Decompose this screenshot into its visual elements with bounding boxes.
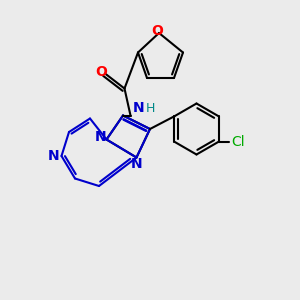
Text: N: N xyxy=(95,130,106,143)
Text: N: N xyxy=(131,157,142,170)
Text: N: N xyxy=(48,149,60,163)
Text: H: H xyxy=(145,102,155,116)
Text: O: O xyxy=(95,65,107,79)
Text: Cl: Cl xyxy=(231,135,245,149)
Text: O: O xyxy=(152,25,164,38)
Text: N: N xyxy=(133,101,145,115)
